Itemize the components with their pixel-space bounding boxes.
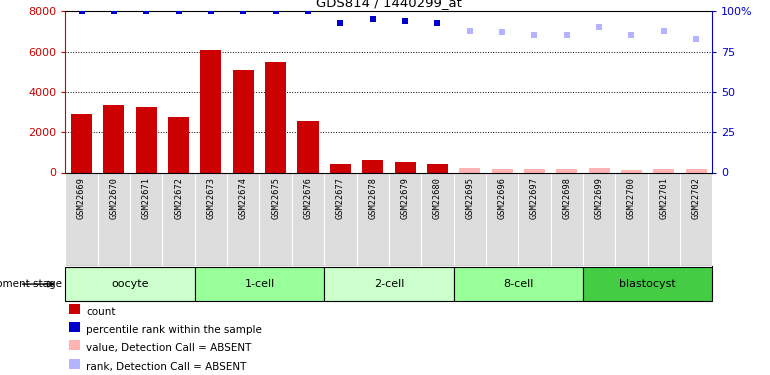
Bar bbox=[265, 62, 286, 172]
Bar bbox=[583, 267, 712, 301]
Text: GSM22700: GSM22700 bbox=[627, 177, 636, 219]
Bar bbox=[65, 267, 195, 301]
Text: GSM22698: GSM22698 bbox=[562, 177, 571, 219]
Text: GSM22672: GSM22672 bbox=[174, 177, 183, 219]
Text: 1-cell: 1-cell bbox=[244, 279, 275, 289]
Text: GSM22680: GSM22680 bbox=[433, 177, 442, 219]
Bar bbox=[297, 121, 319, 172]
Text: GSM22678: GSM22678 bbox=[368, 177, 377, 219]
Bar bbox=[588, 168, 610, 172]
Bar bbox=[200, 50, 222, 172]
Text: GSM22671: GSM22671 bbox=[142, 177, 151, 219]
Text: 2-cell: 2-cell bbox=[373, 279, 404, 289]
Bar bbox=[394, 162, 416, 172]
Bar bbox=[330, 164, 351, 172]
Text: GSM22679: GSM22679 bbox=[400, 177, 410, 219]
Text: GSM22695: GSM22695 bbox=[465, 177, 474, 219]
Bar bbox=[621, 170, 642, 172]
Bar bbox=[524, 170, 545, 172]
Bar bbox=[556, 169, 578, 172]
Text: GSM22674: GSM22674 bbox=[239, 177, 248, 219]
Text: value, Detection Call = ABSENT: value, Detection Call = ABSENT bbox=[86, 344, 252, 354]
Bar bbox=[459, 168, 480, 172]
Bar bbox=[103, 105, 125, 172]
Text: count: count bbox=[86, 307, 115, 317]
Text: GSM22670: GSM22670 bbox=[109, 177, 119, 219]
Text: GSM22673: GSM22673 bbox=[206, 177, 216, 219]
Bar bbox=[454, 267, 583, 301]
Text: 8-cell: 8-cell bbox=[503, 279, 534, 289]
Text: GSM22677: GSM22677 bbox=[336, 177, 345, 219]
Text: GSM22676: GSM22676 bbox=[303, 177, 313, 219]
Bar bbox=[653, 169, 675, 172]
Text: GSM22669: GSM22669 bbox=[77, 177, 86, 219]
Bar bbox=[324, 267, 454, 301]
Bar bbox=[427, 164, 448, 172]
Text: GSM22697: GSM22697 bbox=[530, 177, 539, 219]
Bar bbox=[69, 322, 80, 332]
Text: GSM22675: GSM22675 bbox=[271, 177, 280, 219]
Bar bbox=[685, 169, 707, 172]
Text: oocyte: oocyte bbox=[112, 279, 149, 289]
Bar bbox=[69, 340, 80, 350]
Bar bbox=[362, 160, 383, 172]
Bar bbox=[71, 114, 92, 172]
Text: blastocyst: blastocyst bbox=[619, 279, 676, 289]
Bar bbox=[195, 267, 324, 301]
Text: GSM22701: GSM22701 bbox=[659, 177, 668, 219]
Text: GSM22696: GSM22696 bbox=[497, 177, 507, 219]
Bar bbox=[233, 70, 254, 172]
Title: GDS814 / 1440299_at: GDS814 / 1440299_at bbox=[316, 0, 462, 9]
Bar bbox=[69, 304, 80, 314]
Text: percentile rank within the sample: percentile rank within the sample bbox=[86, 325, 262, 335]
Bar bbox=[69, 358, 80, 369]
Text: development stage: development stage bbox=[0, 279, 62, 289]
Bar bbox=[136, 107, 157, 172]
Bar bbox=[168, 117, 189, 172]
Text: GSM22702: GSM22702 bbox=[691, 177, 701, 219]
Bar bbox=[491, 169, 513, 172]
Text: GSM22699: GSM22699 bbox=[594, 177, 604, 219]
Text: rank, Detection Call = ABSENT: rank, Detection Call = ABSENT bbox=[86, 362, 246, 372]
